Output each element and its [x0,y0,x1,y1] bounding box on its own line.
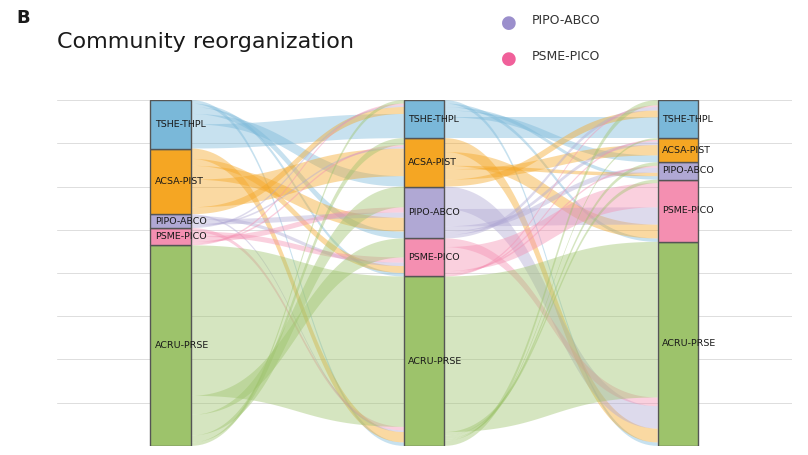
Bar [658,138,698,162]
Text: PIPO-ABCO: PIPO-ABCO [532,14,600,27]
Polygon shape [444,138,658,441]
Polygon shape [444,111,658,162]
Bar [150,148,191,214]
Bar [658,162,698,180]
Bar [658,100,698,138]
Text: ACSA-PIST: ACSA-PIST [408,158,457,167]
Polygon shape [191,107,404,214]
Bar [404,187,444,238]
Bar [404,238,444,277]
Polygon shape [444,166,658,176]
Polygon shape [444,105,658,277]
Polygon shape [191,228,404,430]
Polygon shape [444,167,658,232]
Polygon shape [191,100,404,446]
Polygon shape [444,180,658,435]
Polygon shape [191,145,404,243]
Text: ACRU-PRSE: ACRU-PRSE [408,357,463,366]
Polygon shape [191,166,404,232]
Bar [150,228,191,245]
Polygon shape [444,100,658,446]
Polygon shape [444,183,658,271]
Text: PSME-PICO: PSME-PICO [662,206,713,215]
Polygon shape [191,232,404,263]
Polygon shape [444,100,658,446]
Text: B: B [16,9,30,27]
Bar [404,277,444,446]
Text: PIPO-ABCO: PIPO-ABCO [662,167,713,176]
Polygon shape [444,107,658,180]
Polygon shape [191,100,404,446]
Polygon shape [191,147,404,226]
Polygon shape [444,104,658,242]
Polygon shape [191,104,404,245]
Text: TSHE-THPL: TSHE-THPL [154,120,205,129]
Text: TSHE-THPL: TSHE-THPL [408,115,459,124]
Text: ●: ● [501,14,516,32]
Polygon shape [191,138,404,442]
Polygon shape [191,148,404,207]
Polygon shape [444,111,658,187]
Polygon shape [444,207,658,226]
Text: ●: ● [501,50,516,68]
Polygon shape [191,159,404,273]
Bar [404,138,444,187]
Text: ACRU-PRSE: ACRU-PRSE [662,339,717,349]
Bar [658,242,698,446]
Text: ACSA-PIST: ACSA-PIST [154,177,204,186]
Polygon shape [191,104,404,277]
Polygon shape [191,114,404,187]
Polygon shape [444,145,658,180]
Polygon shape [191,214,404,432]
Polygon shape [191,212,404,225]
Bar [658,180,698,242]
Text: PSME-PICO: PSME-PICO [154,232,206,241]
Text: PSME-PICO: PSME-PICO [408,253,460,262]
Polygon shape [191,207,404,242]
Bar [404,100,444,138]
Text: ACRU-PRSE: ACRU-PRSE [154,341,209,350]
Text: PIPO-ABCO: PIPO-ABCO [408,208,460,217]
Polygon shape [444,152,658,238]
Polygon shape [444,162,658,439]
Text: Community reorganization: Community reorganization [57,32,354,52]
Polygon shape [444,238,658,406]
Polygon shape [444,142,658,235]
Polygon shape [191,107,404,238]
Text: PIPO-ABCO: PIPO-ABCO [154,217,207,226]
Text: PSME-PICO: PSME-PICO [532,50,600,63]
Polygon shape [191,114,404,148]
Polygon shape [444,242,658,432]
Polygon shape [444,166,658,273]
Polygon shape [444,117,658,138]
Text: ACSA-PIST: ACSA-PIST [662,146,711,155]
Polygon shape [191,187,404,435]
Polygon shape [191,105,404,228]
Bar [150,100,191,148]
Polygon shape [444,187,658,429]
Polygon shape [444,140,658,275]
Text: TSHE-THPL: TSHE-THPL [662,115,713,124]
Polygon shape [191,216,404,266]
Polygon shape [191,238,404,415]
Bar [150,245,191,446]
Polygon shape [444,138,658,442]
Bar [150,214,191,228]
Polygon shape [191,245,404,427]
Polygon shape [444,107,658,238]
Polygon shape [191,148,404,442]
